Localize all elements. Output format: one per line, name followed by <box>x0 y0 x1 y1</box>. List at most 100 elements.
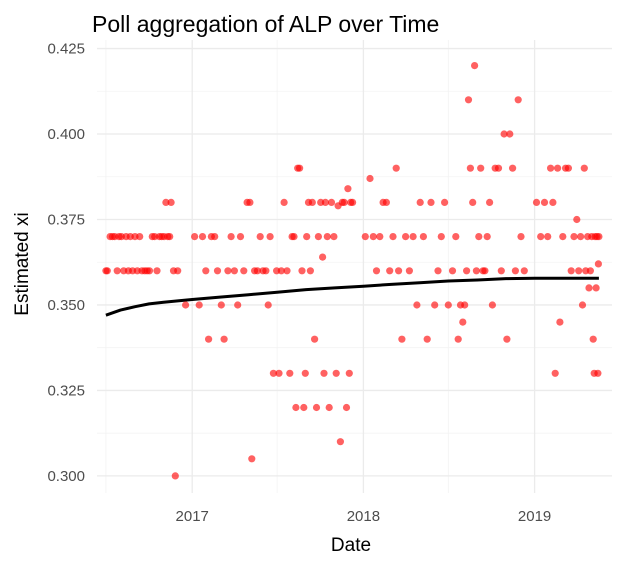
poll-point <box>386 267 394 275</box>
poll-point <box>437 233 445 241</box>
poll-point <box>236 233 245 241</box>
poll-point <box>395 267 403 275</box>
grid <box>97 40 612 493</box>
poll-point <box>262 267 270 275</box>
poll-point <box>227 233 235 241</box>
poll-point <box>532 198 541 206</box>
poll-point <box>514 96 522 104</box>
poll-point <box>344 185 352 193</box>
y-tick-label: 0.350 <box>47 297 85 314</box>
poll-point <box>402 233 410 241</box>
poll-point <box>327 198 336 206</box>
poll-point <box>454 335 462 343</box>
poll-point <box>580 164 588 172</box>
poll-point <box>497 267 505 275</box>
poll-point <box>494 164 503 172</box>
poll-point <box>336 438 344 446</box>
poll-point <box>211 233 219 241</box>
trend-line-layer <box>105 276 599 317</box>
poll-point <box>389 233 397 241</box>
poll-point <box>537 233 545 241</box>
y-tick-label: 0.400 <box>47 126 85 143</box>
poll-point <box>303 233 311 241</box>
poll-point <box>463 267 471 275</box>
poll-point <box>556 318 564 326</box>
poll-point <box>202 267 210 275</box>
poll-point <box>517 233 525 241</box>
poll-point <box>325 403 333 412</box>
poll-point <box>292 403 300 412</box>
poll-point <box>256 233 264 241</box>
poll-point <box>508 164 517 172</box>
poll-point <box>477 164 485 172</box>
poll-point <box>301 369 309 377</box>
poll-point <box>511 267 519 275</box>
poll-point <box>248 455 256 463</box>
poll-point <box>575 267 583 275</box>
poll-point <box>559 233 567 241</box>
poll-point <box>340 198 348 206</box>
poll-point <box>321 198 329 206</box>
poll-point <box>136 233 144 241</box>
y-axis-title: Estimated xi <box>12 212 33 315</box>
poll-point <box>171 472 179 480</box>
poll-point <box>290 233 298 241</box>
poll-point <box>567 267 575 275</box>
poll-point <box>376 233 384 241</box>
poll-point <box>577 233 585 241</box>
poll-point <box>464 96 473 104</box>
poll-point <box>486 198 494 206</box>
poll-point <box>166 233 174 241</box>
poll-point <box>461 301 469 309</box>
poll-point <box>459 318 467 326</box>
y-tick-label: 0.325 <box>47 382 85 399</box>
poll-point <box>431 301 439 309</box>
poll-point <box>475 233 483 241</box>
x-axis-title: Date <box>331 535 371 556</box>
poll-point <box>277 267 285 275</box>
poll-point <box>419 233 427 241</box>
poll-point <box>452 233 460 241</box>
poll-point <box>205 335 213 343</box>
poll-point <box>544 233 552 241</box>
poll-point <box>162 198 170 206</box>
poll-point <box>520 267 528 275</box>
poll-point <box>472 267 480 275</box>
poll-point <box>570 233 578 241</box>
poll-point <box>469 198 477 206</box>
poll-point <box>409 233 417 241</box>
poll-point <box>361 233 369 241</box>
x-tick-label: 2017 <box>176 508 209 525</box>
poll-point <box>547 164 555 172</box>
poll-point <box>174 267 182 275</box>
poll-point <box>423 335 431 343</box>
poll-point <box>220 335 228 343</box>
poll-point <box>594 260 603 268</box>
poll-point <box>266 233 274 241</box>
poll-point <box>308 198 316 206</box>
poll-point <box>540 198 549 206</box>
poll-point <box>564 164 573 172</box>
poll-point <box>191 233 199 241</box>
poll-point <box>554 164 562 172</box>
poll-point <box>320 369 328 377</box>
x-axis-ticks: 2017 2018 2019 <box>176 508 552 525</box>
poll-point <box>312 403 321 412</box>
y-axis-ticks: 0.300 0.325 0.350 0.375 0.400 0.425 <box>47 41 85 485</box>
poll-point <box>298 267 306 275</box>
poll-point <box>483 233 491 241</box>
poll-point <box>198 233 207 241</box>
poll-point <box>585 284 593 292</box>
poll-point <box>595 233 603 241</box>
poll-point <box>434 267 442 275</box>
poll-point <box>392 164 400 172</box>
poll-point <box>441 198 449 206</box>
poll-point <box>280 198 288 206</box>
poll-point <box>182 301 190 309</box>
poll-point <box>369 233 377 241</box>
poll-point <box>416 198 424 206</box>
poll-point <box>113 267 121 275</box>
poll-point <box>349 198 357 206</box>
poll-point <box>551 369 559 377</box>
